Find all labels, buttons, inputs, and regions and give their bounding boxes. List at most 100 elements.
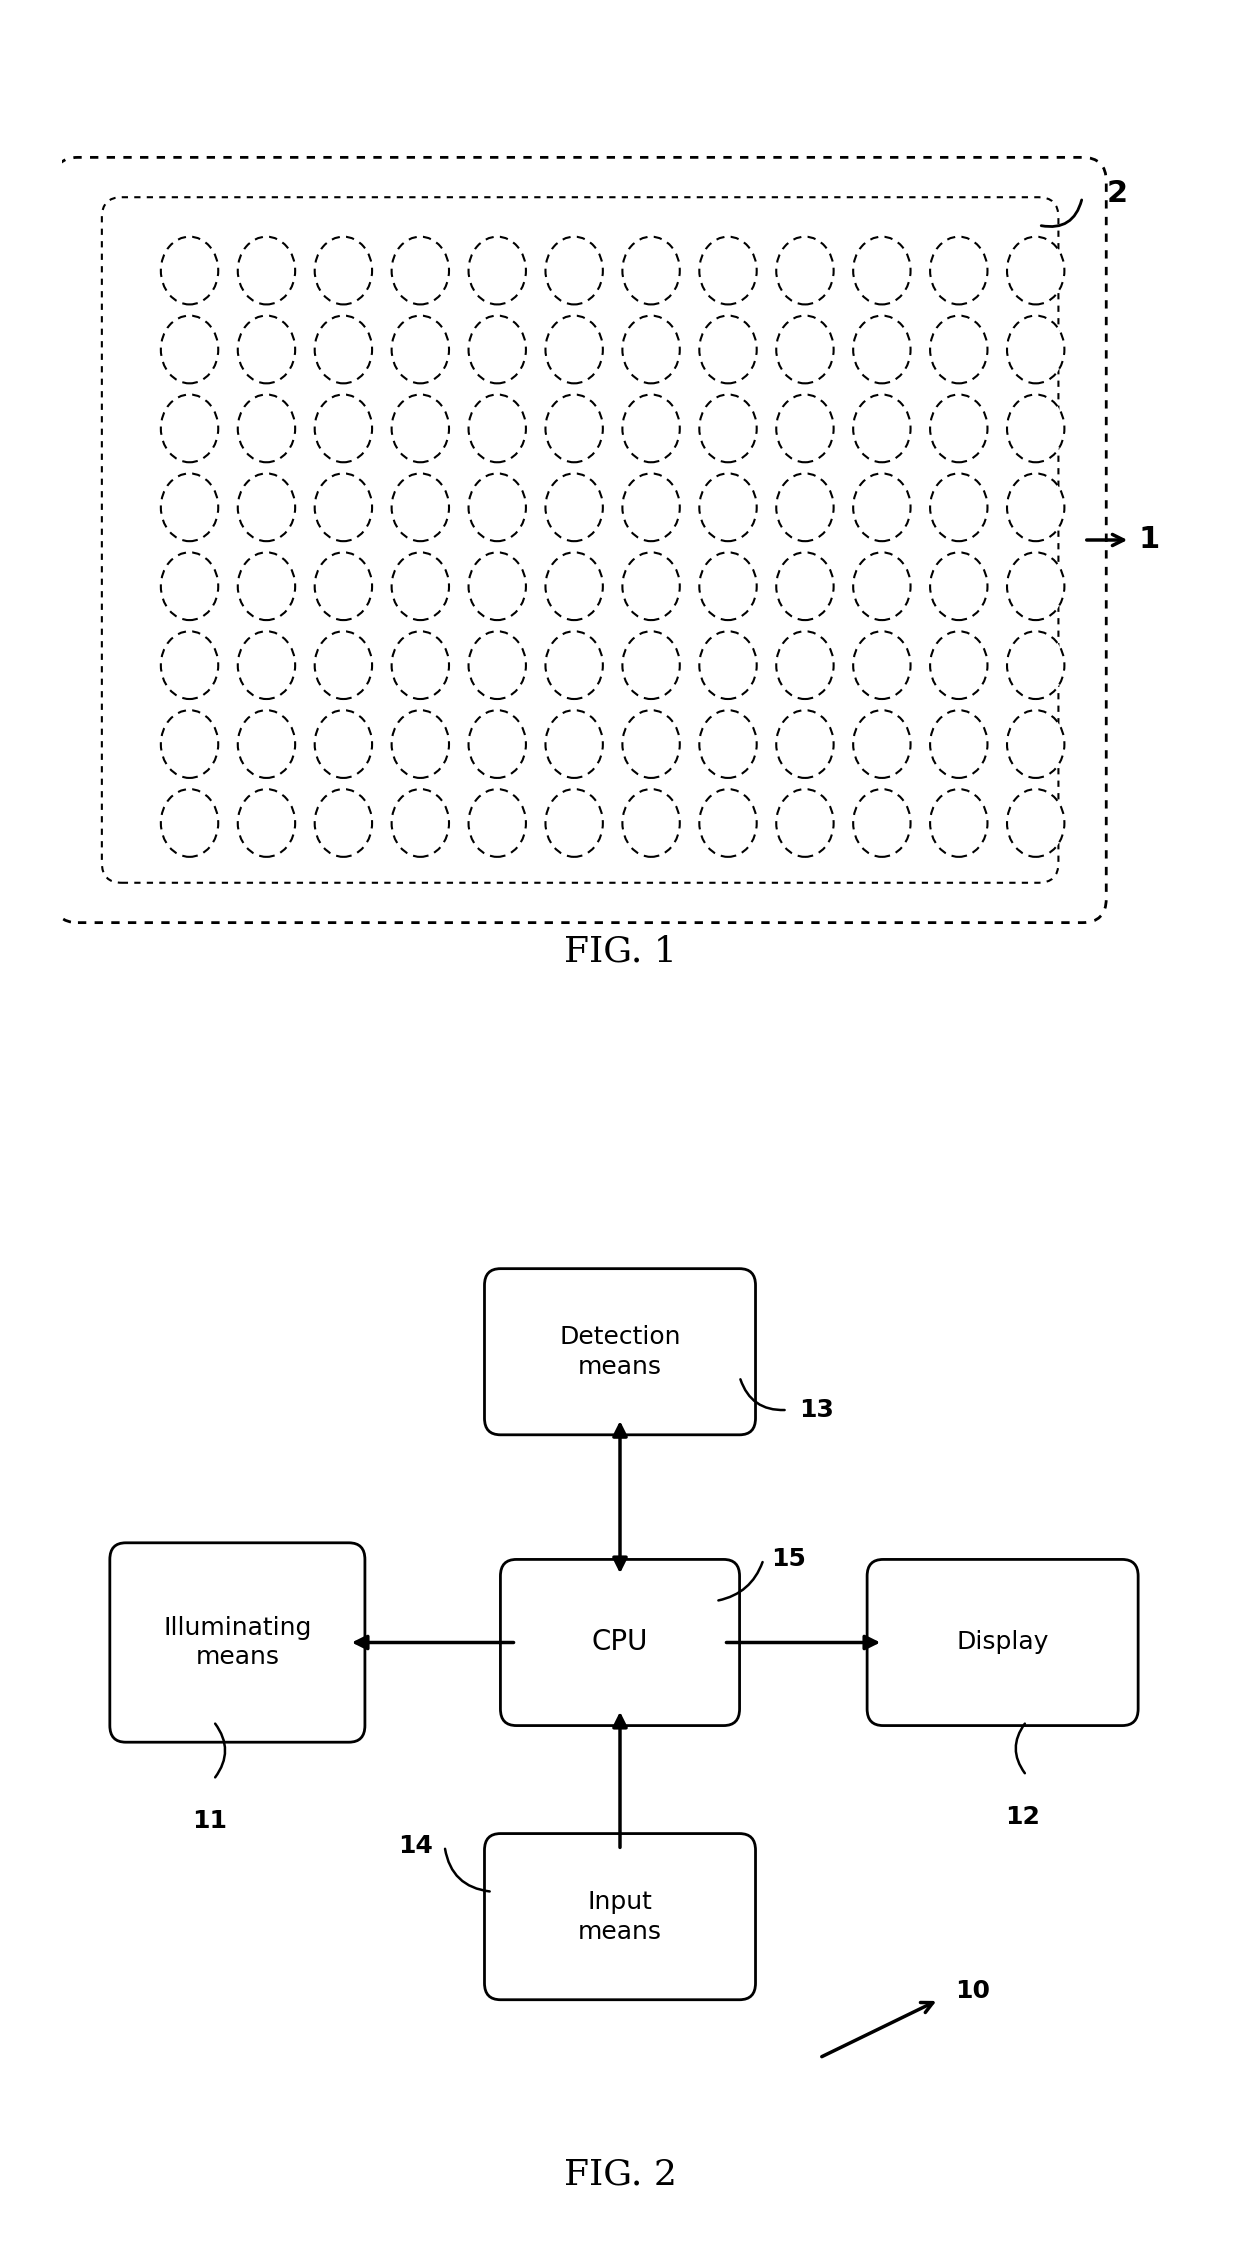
FancyBboxPatch shape xyxy=(110,1544,365,1742)
Text: 12: 12 xyxy=(1006,1804,1040,1829)
Ellipse shape xyxy=(1007,394,1064,461)
Ellipse shape xyxy=(853,711,910,778)
Ellipse shape xyxy=(315,551,372,621)
Ellipse shape xyxy=(699,711,756,778)
Text: 1: 1 xyxy=(1138,526,1159,554)
Ellipse shape xyxy=(622,711,680,778)
Ellipse shape xyxy=(930,236,987,304)
Ellipse shape xyxy=(546,790,603,857)
Ellipse shape xyxy=(930,472,987,542)
Ellipse shape xyxy=(315,472,372,542)
Ellipse shape xyxy=(161,472,218,542)
Ellipse shape xyxy=(776,472,833,542)
FancyBboxPatch shape xyxy=(501,1559,739,1726)
Ellipse shape xyxy=(622,472,680,542)
Ellipse shape xyxy=(546,472,603,542)
Ellipse shape xyxy=(315,315,372,383)
Ellipse shape xyxy=(315,790,372,857)
Ellipse shape xyxy=(161,551,218,621)
Text: Illuminating
means: Illuminating means xyxy=(164,1616,311,1670)
Ellipse shape xyxy=(776,711,833,778)
Ellipse shape xyxy=(1007,632,1064,700)
Ellipse shape xyxy=(853,315,910,383)
Ellipse shape xyxy=(546,236,603,304)
Ellipse shape xyxy=(776,632,833,700)
Ellipse shape xyxy=(776,236,833,304)
Ellipse shape xyxy=(1007,790,1064,857)
Ellipse shape xyxy=(622,551,680,621)
Ellipse shape xyxy=(546,711,603,778)
FancyBboxPatch shape xyxy=(55,158,1106,922)
Ellipse shape xyxy=(930,394,987,461)
Ellipse shape xyxy=(546,394,603,461)
Ellipse shape xyxy=(469,472,526,542)
Text: 11: 11 xyxy=(192,1809,227,1834)
FancyBboxPatch shape xyxy=(867,1559,1138,1726)
Text: 13: 13 xyxy=(800,1397,835,1422)
Ellipse shape xyxy=(315,711,372,778)
Text: FIG. 2: FIG. 2 xyxy=(563,2158,677,2192)
Ellipse shape xyxy=(776,315,833,383)
Ellipse shape xyxy=(238,790,295,857)
Ellipse shape xyxy=(622,315,680,383)
Ellipse shape xyxy=(699,551,756,621)
Ellipse shape xyxy=(853,472,910,542)
Text: FIG. 1: FIG. 1 xyxy=(563,934,677,968)
Ellipse shape xyxy=(238,394,295,461)
Text: 10: 10 xyxy=(955,1980,990,2002)
Text: CPU: CPU xyxy=(591,1629,649,1656)
Ellipse shape xyxy=(699,394,756,461)
Text: 15: 15 xyxy=(771,1548,806,1570)
Ellipse shape xyxy=(622,394,680,461)
Ellipse shape xyxy=(161,236,218,304)
Ellipse shape xyxy=(930,711,987,778)
Ellipse shape xyxy=(776,790,833,857)
FancyBboxPatch shape xyxy=(485,1269,755,1436)
Ellipse shape xyxy=(699,790,756,857)
Ellipse shape xyxy=(546,551,603,621)
Text: Input
means: Input means xyxy=(578,1890,662,1944)
Ellipse shape xyxy=(392,790,449,857)
Ellipse shape xyxy=(469,711,526,778)
Ellipse shape xyxy=(392,236,449,304)
Ellipse shape xyxy=(622,236,680,304)
Ellipse shape xyxy=(1007,551,1064,621)
Ellipse shape xyxy=(930,315,987,383)
FancyBboxPatch shape xyxy=(485,1834,755,2000)
Ellipse shape xyxy=(238,632,295,700)
Ellipse shape xyxy=(853,394,910,461)
Ellipse shape xyxy=(469,315,526,383)
Ellipse shape xyxy=(392,711,449,778)
Ellipse shape xyxy=(238,711,295,778)
Ellipse shape xyxy=(930,551,987,621)
Ellipse shape xyxy=(776,394,833,461)
Ellipse shape xyxy=(469,236,526,304)
Ellipse shape xyxy=(469,394,526,461)
Text: 14: 14 xyxy=(398,1834,433,1858)
Ellipse shape xyxy=(1007,472,1064,542)
Text: Detection
means: Detection means xyxy=(559,1325,681,1379)
Ellipse shape xyxy=(1007,711,1064,778)
Ellipse shape xyxy=(1007,236,1064,304)
FancyBboxPatch shape xyxy=(102,198,1059,882)
Ellipse shape xyxy=(699,632,756,700)
Ellipse shape xyxy=(853,236,910,304)
Ellipse shape xyxy=(392,315,449,383)
Ellipse shape xyxy=(930,632,987,700)
Ellipse shape xyxy=(161,632,218,700)
Ellipse shape xyxy=(1007,315,1064,383)
Ellipse shape xyxy=(238,472,295,542)
Ellipse shape xyxy=(853,790,910,857)
Ellipse shape xyxy=(238,315,295,383)
Ellipse shape xyxy=(699,236,756,304)
Ellipse shape xyxy=(469,632,526,700)
Ellipse shape xyxy=(161,394,218,461)
Text: Display: Display xyxy=(956,1631,1049,1654)
Ellipse shape xyxy=(776,551,833,621)
Ellipse shape xyxy=(622,790,680,857)
Ellipse shape xyxy=(238,551,295,621)
Ellipse shape xyxy=(392,472,449,542)
Ellipse shape xyxy=(238,236,295,304)
Ellipse shape xyxy=(469,790,526,857)
Ellipse shape xyxy=(315,632,372,700)
